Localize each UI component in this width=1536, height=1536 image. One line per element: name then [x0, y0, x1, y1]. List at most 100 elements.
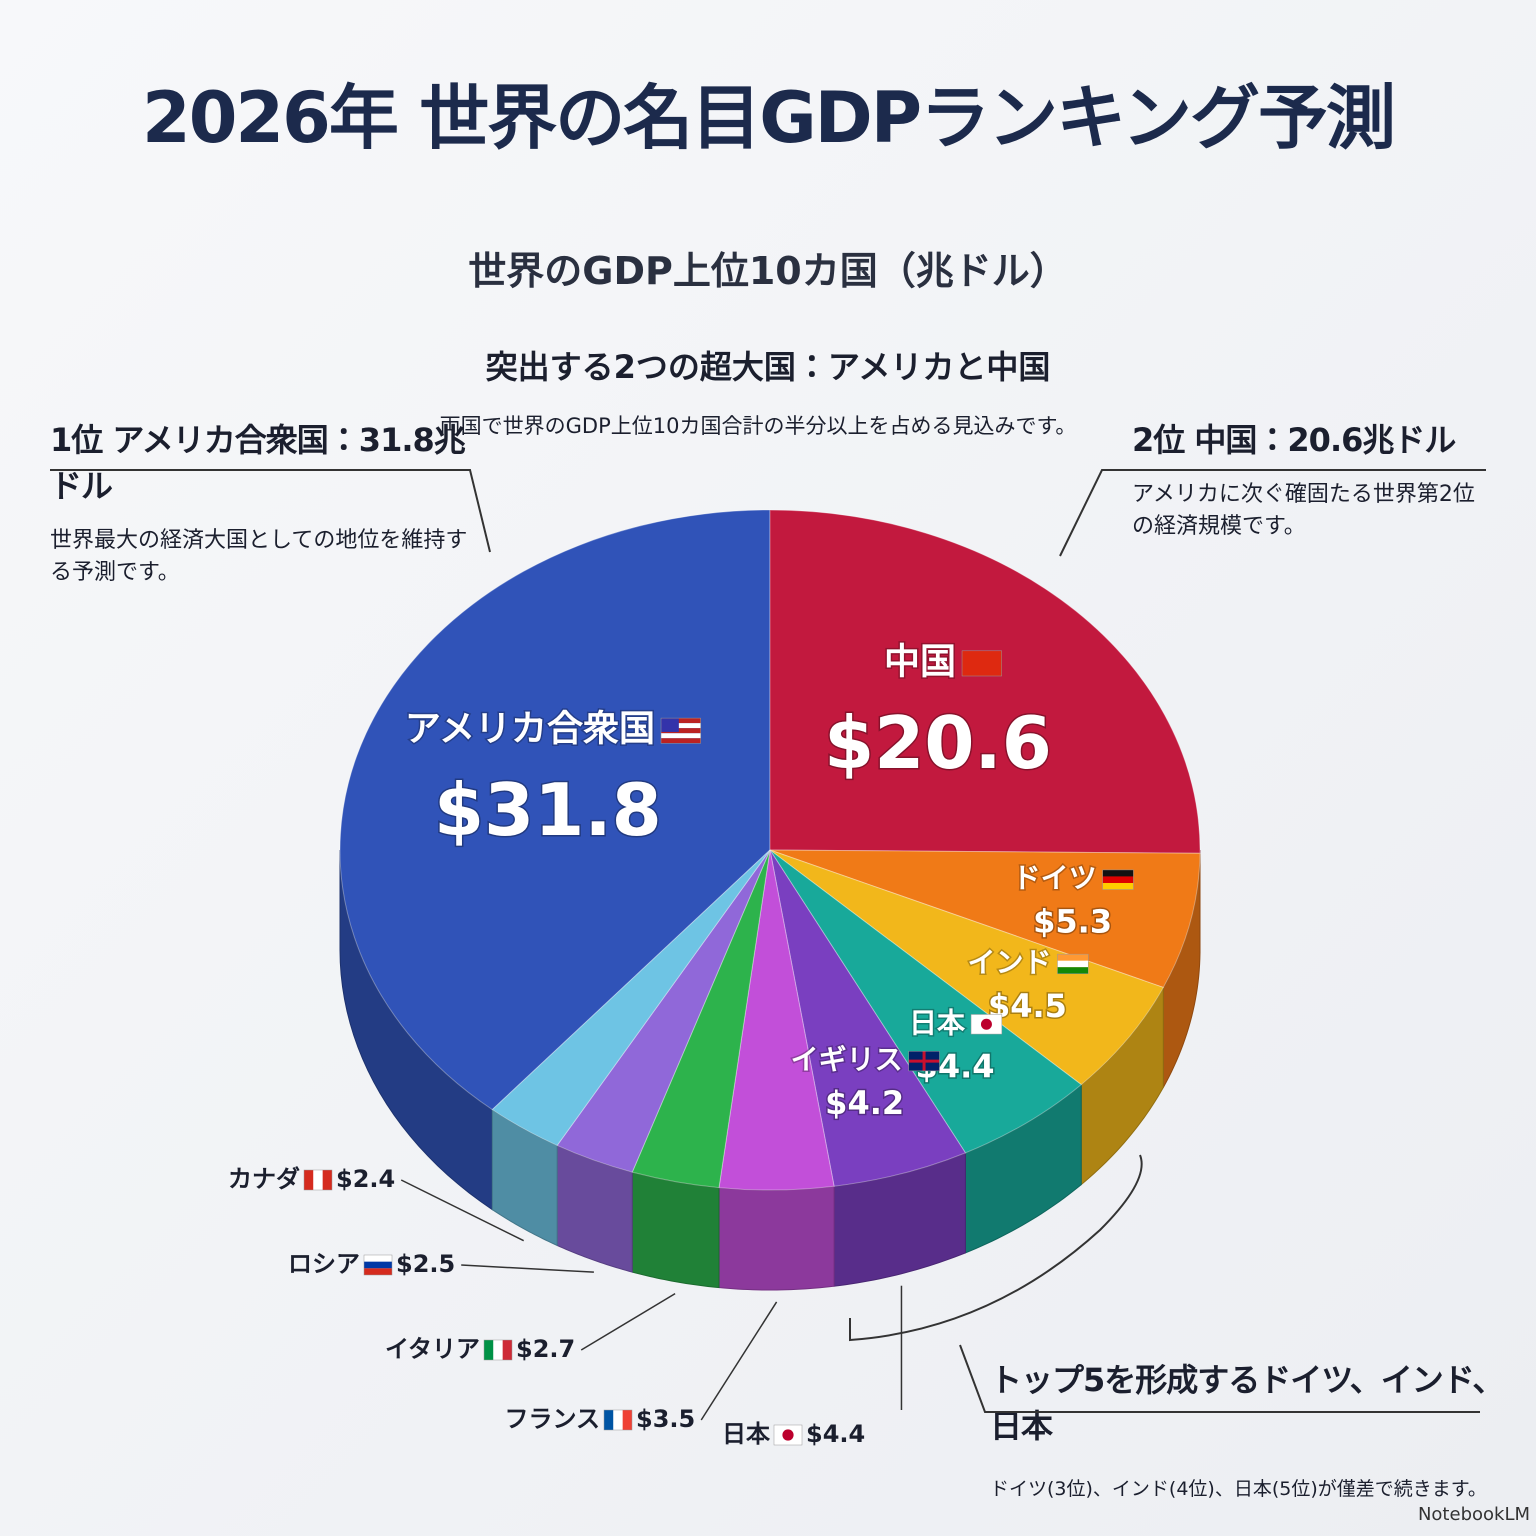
flag-border: [1102, 869, 1134, 890]
slice-label: ロシア: [288, 1250, 360, 1278]
slice: [769, 849, 1083, 1154]
leader-line: [461, 1264, 594, 1273]
callout-title: トップ5を形成するドイツ、インド、日本: [990, 1361, 1504, 1445]
brand: NotebookLM: [1418, 1504, 1530, 1525]
flag-stripe: [1102, 869, 1134, 877]
value-label: $31.8: [434, 768, 662, 852]
subtitle: 世界のGDP上位10カ国（兆ドル）: [468, 249, 1068, 293]
value-label: $3.5: [636, 1405, 695, 1433]
flag-cross: [908, 1051, 940, 1071]
slice-label: イギリス: [791, 1043, 903, 1076]
flag-stripe: [661, 718, 701, 724]
flag: [908, 1051, 940, 1072]
flag: [483, 1339, 513, 1361]
flag-stripe: [962, 650, 1002, 677]
slice-side: [631, 1171, 720, 1289]
slice-label: ドイツ: [1013, 862, 1097, 895]
slice-label: フランス: [504, 1405, 600, 1433]
flag-stripe: [604, 1410, 614, 1430]
callout-text: アメリカに次ぐ確固たる世界第2位の経済規模です。: [1132, 482, 1475, 539]
flag-border: [660, 717, 701, 744]
flag-stripe: [1102, 876, 1134, 883]
value-label: $4.4: [916, 1047, 995, 1085]
flag-stripe: [364, 1268, 392, 1275]
callout: 2位 中国：20.6兆ドルアメリカに次ぐ確固たる世界第2位の経済規模です。: [1132, 415, 1492, 543]
flag: [303, 1169, 333, 1191]
annotation-label: 日本: [722, 1420, 771, 1448]
slice: [769, 509, 1201, 854]
callout-text: 世界最大の経済大国としての地位を維持する予測です。: [50, 528, 468, 585]
flag-border: [363, 1254, 393, 1276]
flag-stripe: [613, 1410, 623, 1430]
callout-lines: [50, 469, 1486, 1413]
flag-stripe: [484, 1340, 494, 1360]
callout-line: [1059, 469, 1486, 557]
flag-border: [773, 1424, 803, 1446]
flag-border: [961, 650, 1002, 677]
value-label: $20.6: [824, 701, 1052, 785]
slice: [339, 509, 771, 1111]
flag: [961, 650, 1002, 677]
flag-stripe: [322, 1170, 332, 1190]
flag-stripe: [313, 1170, 323, 1190]
callout-line: [50, 469, 491, 553]
value-label: $5.3: [1033, 903, 1112, 941]
flag-dot: [782, 1429, 794, 1441]
flag-stripe: [304, 1170, 314, 1190]
flag-border: [603, 1409, 633, 1431]
flag-dot: [980, 1018, 992, 1030]
bracket: [849, 1154, 1143, 1342]
slice-label: アメリカ合衆国: [405, 709, 655, 750]
slice-label: インド: [967, 946, 1051, 979]
callout-line: [959, 1344, 1480, 1413]
flag: [1057, 953, 1089, 975]
flag-stripe: [661, 728, 701, 734]
callout: 1位 アメリカ合衆国：31.8兆ドル世界最大の経済大国としての地位を維持する予測…: [50, 415, 480, 589]
slice: [769, 849, 1201, 989]
callout-title: 2位 中国：20.6兆ドル: [1132, 421, 1456, 459]
flag: [1102, 869, 1134, 890]
slice: [631, 849, 771, 1189]
annotation-value: $4.4: [806, 1420, 865, 1448]
value-label: $2.7: [516, 1335, 575, 1363]
flag-stripe: [493, 1340, 503, 1360]
flag-stripe: [661, 723, 701, 729]
slice: [491, 849, 771, 1147]
flag: [970, 1014, 1003, 1035]
flag-stripe: [1057, 967, 1089, 974]
slice: [769, 849, 967, 1187]
callout: トップ5を形成するドイツ、インド、日本ドイツ(3位)、インド(4位)、日本(5位…: [990, 1355, 1510, 1505]
flag-border: [970, 1014, 1003, 1035]
flag-border: [1057, 953, 1089, 975]
flag: [773, 1424, 803, 1446]
slice-side: [718, 1185, 835, 1291]
callout-title: 1位 アメリカ合衆国：31.8兆ドル: [50, 421, 466, 505]
value-label: $2.5: [396, 1250, 455, 1278]
flag-stripe: [622, 1410, 632, 1430]
flag-border: [483, 1339, 513, 1361]
flag: [660, 717, 701, 744]
flag-stripe: [661, 733, 701, 739]
highlight-title: 突出する2つの超大国：アメリカと中国: [485, 348, 1051, 386]
flag-canton: [661, 718, 679, 732]
leader-line: [400, 1179, 525, 1242]
slice-label: イタリア: [385, 1335, 480, 1363]
slice-label: 日本: [909, 1006, 966, 1039]
flag: [603, 1409, 633, 1431]
slice: [556, 849, 771, 1173]
flag-border: [908, 1051, 940, 1072]
callout-text: ドイツ(3位)、インド(4位)、日本(5位)が僅差で続きます。: [990, 1478, 1487, 1500]
flag-border: [303, 1169, 333, 1191]
value-label: $2.4: [336, 1165, 395, 1193]
highlight-text: 両国で世界のGDP上位10カ国合計の半分以上を占める見込みです。: [439, 414, 1077, 438]
flag-stripe: [1102, 882, 1134, 890]
title: 2026年 世界の名目GDPランキング予測: [142, 77, 1396, 159]
flag-stripe: [1057, 960, 1089, 968]
slice: [718, 849, 835, 1191]
flag-stripe: [364, 1261, 392, 1269]
leader-line: [700, 1301, 778, 1421]
slice: [769, 849, 1165, 1086]
leader-line: [580, 1292, 676, 1351]
